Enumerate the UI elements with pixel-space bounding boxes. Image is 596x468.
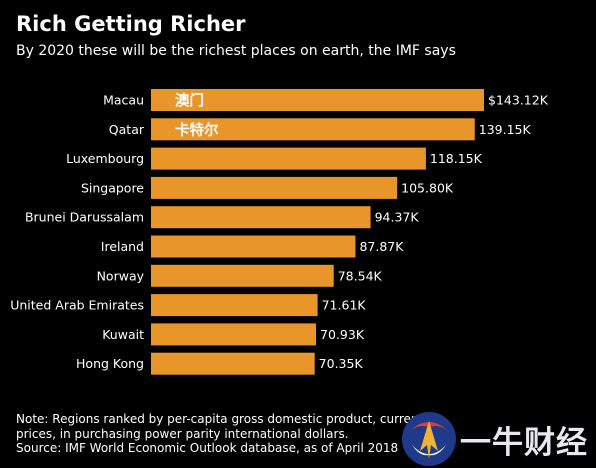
category-label-united-arab-emirates: United Arab Emirates bbox=[10, 298, 144, 313]
value-label-ireland: 87.87K bbox=[359, 239, 404, 254]
bar-norway bbox=[151, 264, 334, 287]
value-label-hong-kong: 70.35K bbox=[319, 356, 364, 371]
bar-brunei-darussalam bbox=[151, 206, 371, 229]
category-label-ireland: Ireland bbox=[101, 239, 144, 254]
value-label-singapore: 105.80K bbox=[401, 180, 454, 195]
category-label-qatar: Qatar bbox=[109, 122, 145, 137]
value-label-macau: $143.12K bbox=[488, 93, 549, 108]
bar-macau bbox=[151, 89, 484, 111]
bar-luxembourg bbox=[151, 147, 426, 170]
source-line: Source: IMF World Economic Outlook datab… bbox=[16, 441, 399, 455]
chart-subtitle: By 2020 these will be the richest places… bbox=[16, 43, 456, 59]
chart-title: Rich Getting Richer bbox=[16, 12, 246, 36]
value-label-united-arab-emirates: 71.61K bbox=[322, 298, 367, 313]
bar-united-arab-emirates bbox=[151, 294, 318, 317]
footnote-line: Note: Regions ranked by per-capita gross… bbox=[16, 412, 424, 426]
value-label-brunei-darussalam: 94.37K bbox=[375, 210, 420, 225]
value-label-luxembourg: 118.15K bbox=[430, 151, 483, 166]
bar-annotation-macau: 澳门 bbox=[175, 92, 204, 110]
bar-annotation-qatar: 卡特尔 bbox=[175, 121, 219, 139]
bar-kuwait bbox=[151, 323, 317, 346]
footnote: Note: Regions ranked by per-capita gross… bbox=[16, 412, 446, 456]
category-label-hong-kong: Hong Kong bbox=[76, 356, 144, 371]
value-label-qatar: 139.15K bbox=[479, 122, 532, 137]
bar-chart: Macau $143.12K 澳门 Qatar 139.15K 卡特尔 Luxembourg… bbox=[10, 89, 549, 375]
bar-qatar bbox=[151, 118, 475, 141]
category-label-luxembourg: Luxembourg bbox=[66, 151, 144, 166]
bar-hong-kong bbox=[151, 352, 315, 375]
category-label-brunei-darussalam: Brunei Darussalam bbox=[25, 210, 144, 225]
bull-logo-icon bbox=[402, 412, 456, 466]
footnote-line: prices, in purchasing power parity inter… bbox=[16, 426, 349, 441]
bar-singapore bbox=[151, 176, 398, 199]
value-label-kuwait: 70.93K bbox=[320, 327, 365, 342]
category-label-macau: Macau bbox=[103, 93, 144, 108]
category-label-norway: Norway bbox=[97, 268, 145, 283]
value-label-norway: 78.54K bbox=[338, 268, 383, 283]
bar-ireland bbox=[151, 235, 356, 258]
category-label-kuwait: Kuwait bbox=[102, 327, 144, 342]
watermark: 一牛财经 bbox=[398, 405, 596, 468]
category-label-singapore: Singapore bbox=[81, 180, 144, 195]
watermark-text: 一牛财经 bbox=[460, 425, 588, 461]
